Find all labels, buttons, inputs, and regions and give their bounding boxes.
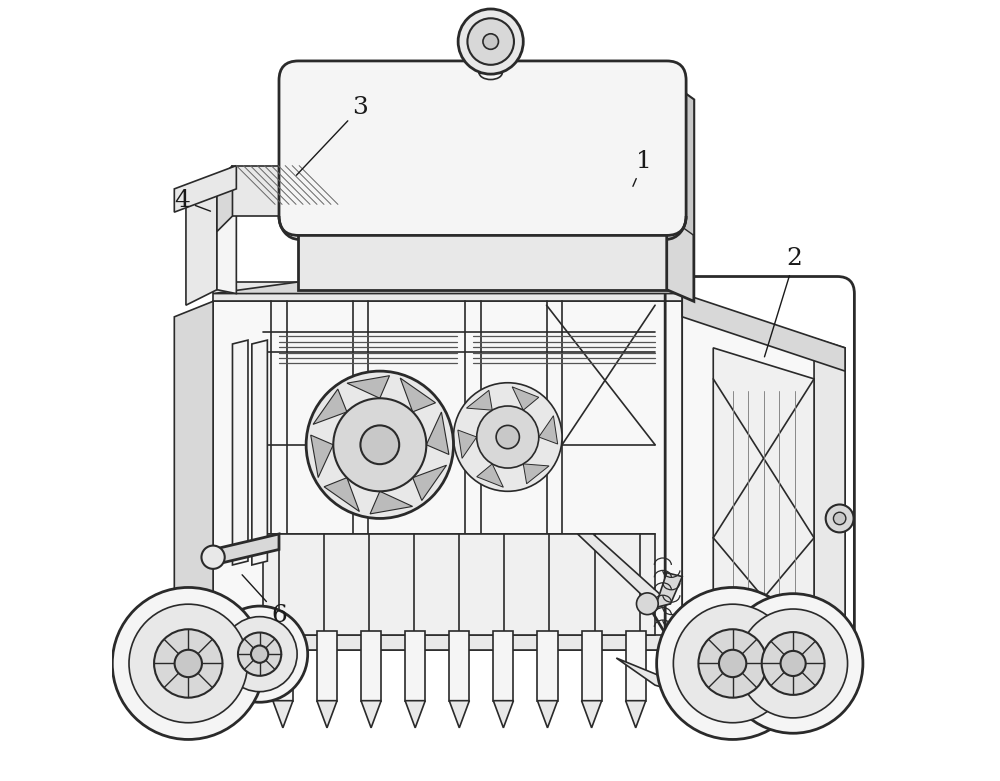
Text: 1: 1 [633, 150, 651, 187]
FancyBboxPatch shape [279, 61, 686, 235]
Circle shape [636, 593, 658, 615]
Circle shape [360, 426, 399, 464]
Circle shape [723, 594, 863, 733]
Circle shape [467, 18, 514, 65]
Circle shape [657, 587, 809, 740]
Circle shape [698, 629, 767, 697]
Polygon shape [449, 631, 469, 701]
Polygon shape [317, 701, 337, 728]
Polygon shape [814, 348, 845, 673]
Polygon shape [361, 631, 381, 701]
Polygon shape [626, 701, 646, 728]
Polygon shape [400, 378, 436, 412]
Circle shape [719, 650, 746, 677]
Polygon shape [616, 658, 748, 712]
Polygon shape [213, 635, 682, 651]
Polygon shape [311, 435, 333, 477]
Polygon shape [361, 701, 381, 728]
Circle shape [251, 646, 268, 663]
Polygon shape [273, 701, 293, 728]
Polygon shape [667, 80, 694, 235]
Polygon shape [537, 631, 558, 701]
Polygon shape [523, 464, 549, 483]
Polygon shape [655, 572, 682, 608]
Text: 3: 3 [296, 96, 368, 175]
Polygon shape [626, 631, 646, 701]
Polygon shape [405, 701, 425, 728]
Circle shape [306, 371, 453, 519]
Text: 2: 2 [764, 247, 803, 357]
Circle shape [496, 426, 519, 448]
Polygon shape [213, 282, 682, 294]
Circle shape [739, 609, 848, 718]
Polygon shape [186, 181, 217, 305]
Text: 6: 6 [242, 575, 287, 627]
Circle shape [483, 34, 498, 49]
Polygon shape [537, 701, 558, 728]
Polygon shape [479, 57, 502, 73]
Circle shape [238, 633, 281, 676]
Circle shape [826, 505, 854, 533]
Polygon shape [539, 415, 558, 444]
Polygon shape [405, 631, 425, 701]
Circle shape [833, 512, 846, 525]
Polygon shape [174, 166, 236, 212]
Polygon shape [263, 534, 655, 635]
Polygon shape [217, 181, 236, 294]
Polygon shape [667, 80, 694, 301]
Circle shape [762, 632, 825, 695]
Polygon shape [458, 430, 477, 458]
Polygon shape [213, 301, 682, 651]
Polygon shape [493, 701, 513, 728]
Polygon shape [682, 651, 845, 697]
Circle shape [175, 650, 202, 677]
Polygon shape [232, 166, 310, 216]
Polygon shape [582, 631, 602, 701]
Polygon shape [213, 534, 279, 565]
Polygon shape [217, 166, 232, 231]
Polygon shape [713, 348, 814, 658]
Circle shape [458, 9, 523, 74]
Circle shape [212, 606, 308, 702]
Polygon shape [232, 340, 248, 565]
Polygon shape [477, 464, 503, 487]
Polygon shape [682, 298, 845, 673]
Polygon shape [252, 340, 267, 565]
Circle shape [477, 406, 539, 468]
Circle shape [222, 617, 297, 692]
Polygon shape [370, 491, 413, 514]
Circle shape [154, 629, 222, 697]
Polygon shape [298, 216, 667, 290]
Polygon shape [582, 701, 602, 728]
Polygon shape [493, 631, 513, 701]
Polygon shape [449, 701, 469, 728]
Circle shape [112, 587, 264, 740]
Polygon shape [174, 301, 213, 665]
Circle shape [781, 651, 806, 676]
Polygon shape [466, 390, 492, 410]
Circle shape [453, 383, 562, 491]
Polygon shape [512, 387, 539, 410]
Polygon shape [213, 282, 682, 301]
Polygon shape [413, 465, 447, 501]
Circle shape [201, 546, 225, 569]
Polygon shape [347, 376, 390, 398]
Circle shape [129, 604, 248, 722]
Polygon shape [317, 631, 337, 701]
Polygon shape [682, 294, 845, 371]
Polygon shape [313, 389, 347, 424]
Polygon shape [426, 412, 449, 455]
Text: 4: 4 [174, 189, 210, 212]
Circle shape [673, 604, 792, 722]
Polygon shape [174, 635, 213, 665]
Circle shape [333, 398, 426, 491]
Polygon shape [273, 631, 293, 701]
Polygon shape [324, 478, 359, 512]
Polygon shape [578, 534, 671, 608]
